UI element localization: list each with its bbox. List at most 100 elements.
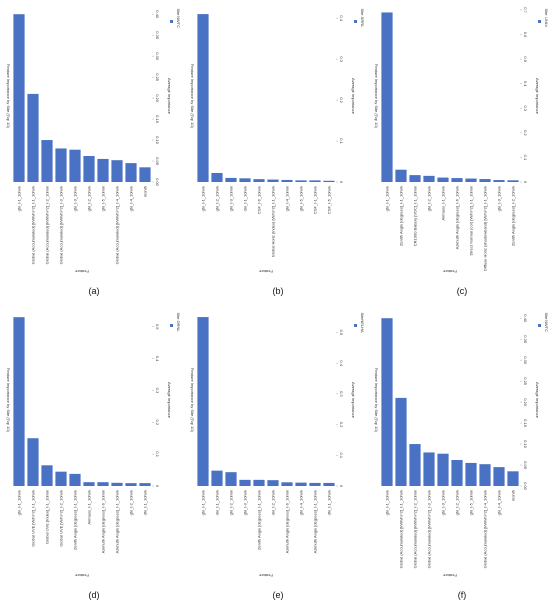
- caption: (d): [89, 590, 100, 600]
- bar: [409, 175, 421, 182]
- y-axis-label: Average Importance: [351, 382, 356, 419]
- x-tick-label: CSF_t-1_10min: [313, 186, 318, 214]
- chart-panel: Feature Importance by Site (Top 10) Avera…: [6, 9, 181, 296]
- bar: [55, 471, 67, 486]
- y-axis-label: Average Importance: [535, 78, 540, 115]
- y-tick-label: 0: [339, 181, 344, 184]
- bar: [267, 179, 279, 182]
- x-tick-label: Azimuth Angle [degrees]_t-1_10min: [115, 490, 120, 553]
- x-tick-label: ghi_t-3_10min: [73, 186, 78, 211]
- x-tick-label: dni_t-1_10min: [215, 490, 220, 515]
- bar: [97, 158, 109, 182]
- legend-title: Site: [176, 313, 181, 321]
- legend-entry: NWTC: [544, 320, 549, 332]
- legend-swatch: [170, 324, 173, 327]
- bar: [69, 149, 81, 182]
- legend-title: Site: [544, 9, 549, 17]
- bar: [139, 167, 151, 182]
- bar: [281, 179, 293, 182]
- caption: (c): [457, 286, 468, 296]
- bar: [27, 438, 39, 486]
- chart-title: Feature Importance by Site (Top 10): [6, 368, 11, 433]
- y-tick-label: 0.7: [523, 7, 528, 13]
- y-axis-label: Average Importance: [167, 382, 172, 419]
- bar: [323, 180, 335, 182]
- y-tick-label: 0.25: [523, 377, 528, 386]
- bar: [83, 155, 95, 182]
- bar: [55, 148, 67, 182]
- bar: [395, 397, 407, 486]
- y-tick-label: 0.10: [155, 136, 160, 145]
- legend-swatch: [354, 20, 357, 23]
- bar: [423, 452, 435, 486]
- bar: [479, 179, 491, 182]
- y-tick-label: 0.4: [339, 15, 344, 21]
- chart-title: Feature Importance by Site (Top 10): [374, 64, 379, 129]
- y-tick-label: 0: [523, 181, 528, 184]
- x-tick-label: ghi_t-1_10min: [385, 490, 390, 515]
- chart-title: Feature Importance by Site (Top 10): [190, 64, 195, 129]
- bar: [281, 482, 293, 486]
- legend-entry: UNLV: [544, 17, 549, 28]
- x-tick-label: ghi_t-3_10min: [441, 490, 446, 515]
- y-tick-label: 0.3: [339, 56, 344, 62]
- y-tick-label: 0.30: [155, 52, 160, 61]
- bar: [239, 479, 251, 486]
- y-tick-label: 0.35: [155, 31, 160, 40]
- y-axis-label: Average Importance: [167, 78, 172, 115]
- x-tick-label: Airmass_t-1_10min: [441, 186, 446, 220]
- bar: [323, 482, 335, 486]
- x-tick-label: Airmass_t-1_10min: [87, 490, 92, 524]
- bar: [197, 317, 209, 486]
- y-tick-label: 0.4: [155, 356, 160, 362]
- x-tick-label: ghi_t-1_10min: [17, 490, 22, 515]
- x-tick-label: ghi_t-1_10min: [201, 186, 206, 211]
- x-tick-label: ghi_t-4_10min: [285, 186, 290, 211]
- y-tick-label: 0.5: [155, 324, 160, 330]
- y-tick-label: 0.2: [523, 130, 528, 136]
- chart-title: Feature Importance by Site (Top 10): [190, 368, 195, 433]
- x-tick-label: ghi_t-2_10min: [427, 186, 432, 211]
- x-tick-label: ghi_t-2_10min: [229, 490, 234, 515]
- y-axis-label: Average Importance: [535, 382, 540, 419]
- y-tick-label: 0.2: [339, 422, 344, 428]
- chart-title: Feature Importance by Site (Top 10): [374, 368, 379, 433]
- bar: [97, 482, 109, 486]
- x-tick-label: ghi_t-4_10min: [497, 490, 502, 515]
- bar: [267, 480, 279, 486]
- y-tick-label: 0.6: [523, 32, 528, 38]
- x-tick-label: Azimuth Angle [degrees]_t-6_10min: [101, 490, 106, 553]
- legend-entry: NELHA: [360, 319, 365, 333]
- bar: [479, 464, 491, 486]
- y-tick-label: 0.3: [155, 388, 160, 394]
- x-tick-label: ghi_t-1_10min: [385, 186, 390, 211]
- legend-entry: SRRL: [360, 17, 365, 28]
- x-axis-label: Feature: [258, 573, 273, 578]
- x-tick-label: Global (Accumulated) [kWh/m^2]_t-4_10min: [115, 186, 120, 264]
- x-axis-label: Feature: [74, 269, 89, 274]
- y-tick-label: 0.1: [339, 138, 344, 144]
- legend-title: Site: [360, 9, 365, 17]
- y-tick-label: 0.25: [155, 73, 160, 82]
- x-axis-label: Feature: [258, 269, 273, 274]
- bar: [41, 140, 53, 182]
- x-tick-label: Global (Accumulated) [kWh/m^2]_t-1_10min: [31, 186, 36, 264]
- y-tick-label: 0.40: [155, 10, 160, 19]
- x-tick-label: Zenith Angle [degrees]_t-1_10min: [399, 186, 404, 246]
- bar: [309, 180, 321, 182]
- y-tick-label: 0.1: [339, 453, 344, 459]
- x-tick-label: Global Horiz (Index) [W/m^2]_t-1_10min: [271, 186, 276, 257]
- legend-title: Site: [176, 9, 181, 17]
- chart-panel: Feature Importance by Site (Top 10) Avera…: [374, 7, 549, 296]
- bar: [239, 178, 251, 182]
- y-tick-label: 0.05: [523, 461, 528, 470]
- y-tick-label: 0.4: [523, 81, 528, 87]
- y-tick-label: 0.30: [523, 356, 528, 365]
- bar: [493, 180, 505, 182]
- x-tick-label: ghi_t-5_10min: [469, 490, 474, 515]
- legend-title: Site: [544, 313, 549, 321]
- y-tick-label: 0: [155, 485, 160, 488]
- y-tick-label: 0.4: [339, 360, 344, 366]
- bar: [27, 93, 39, 182]
- y-tick-label: 0.5: [339, 330, 344, 336]
